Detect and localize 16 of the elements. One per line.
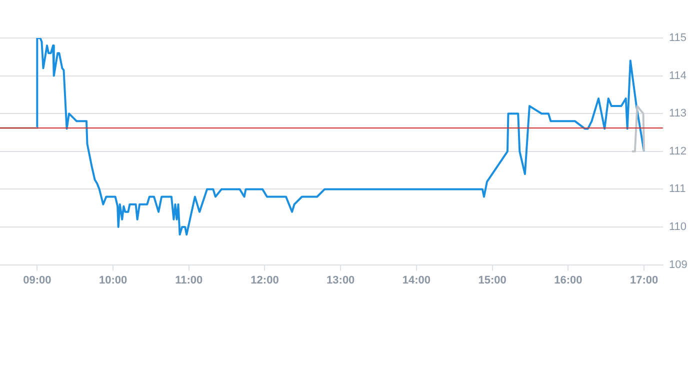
x-tick-label: 14:00: [402, 274, 431, 286]
y-tick-label: 112: [669, 145, 687, 158]
y-tick-label: 113: [669, 108, 687, 120]
x-tick-label: 10:00: [98, 274, 128, 286]
x-tick-label: 15:00: [478, 274, 506, 286]
y-tick-label: 114: [669, 70, 687, 82]
y-tick-label: 111: [669, 183, 686, 196]
x-tick-label: 09:00: [23, 274, 52, 286]
x-tick-label: 12:00: [250, 274, 279, 286]
x-tick-label: 13:00: [326, 274, 355, 286]
y-tick-label: 110: [669, 221, 687, 234]
x-tick-label: 16:00: [554, 274, 582, 286]
y-tick-label: 109: [669, 258, 688, 271]
x-tick-label: 17:00: [630, 274, 658, 286]
x-tick-label: 11:00: [175, 274, 203, 286]
y-tick-label: 115: [669, 32, 687, 44]
